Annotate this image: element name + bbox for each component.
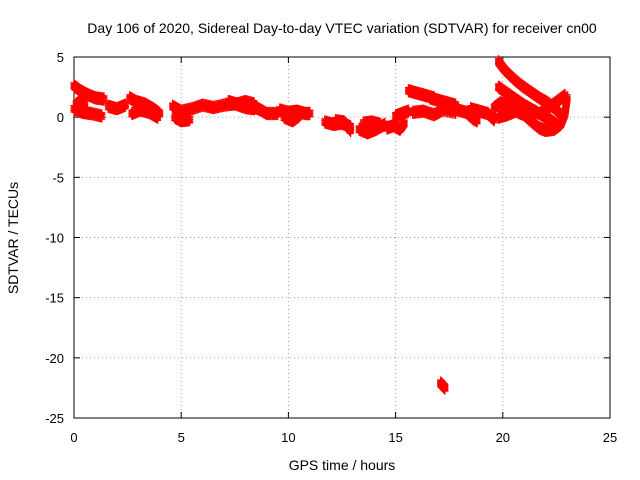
data-point — [100, 92, 108, 100]
x-tick-label: 15 — [388, 430, 402, 445]
x-tick-label: 5 — [178, 430, 185, 445]
data-point — [81, 96, 89, 104]
x-axis-title: GPS time / hours — [289, 457, 396, 473]
axis-ticks — [73, 56, 611, 419]
y-tick-label: -20 — [45, 351, 64, 366]
data-point — [98, 109, 106, 117]
y-axis-title: SDTVAR / TECUs — [5, 182, 21, 294]
data-point — [295, 109, 303, 117]
y-tick-label: 5 — [57, 50, 64, 65]
data-point — [306, 106, 314, 114]
y-tick-labels: 5 0 -5 -10 -15 -20 -25 — [45, 50, 64, 426]
data-point — [561, 88, 569, 96]
data-point — [377, 117, 385, 125]
data-point — [347, 123, 355, 131]
data-point — [404, 104, 412, 112]
data-point — [156, 106, 164, 114]
x-tick-label: 10 — [281, 430, 295, 445]
x-tick-labels: 0 5 10 15 20 25 — [70, 430, 617, 445]
y-tick-label: 0 — [57, 110, 64, 125]
data-point — [154, 110, 162, 118]
x-tick-label: 0 — [70, 430, 77, 445]
y-tick-label: -15 — [45, 291, 64, 306]
data-point — [441, 381, 449, 389]
y-tick-label: -25 — [45, 411, 64, 426]
x-tick-label: 25 — [603, 430, 617, 445]
y-tick-label: -5 — [52, 170, 64, 185]
chart-title: Day 106 of 2020, Sidereal Day-to-day VTE… — [87, 20, 597, 36]
y-tick-label: -10 — [45, 231, 64, 246]
data-point — [186, 112, 194, 120]
data-points — [70, 55, 571, 395]
x-tick-label: 20 — [496, 430, 510, 445]
